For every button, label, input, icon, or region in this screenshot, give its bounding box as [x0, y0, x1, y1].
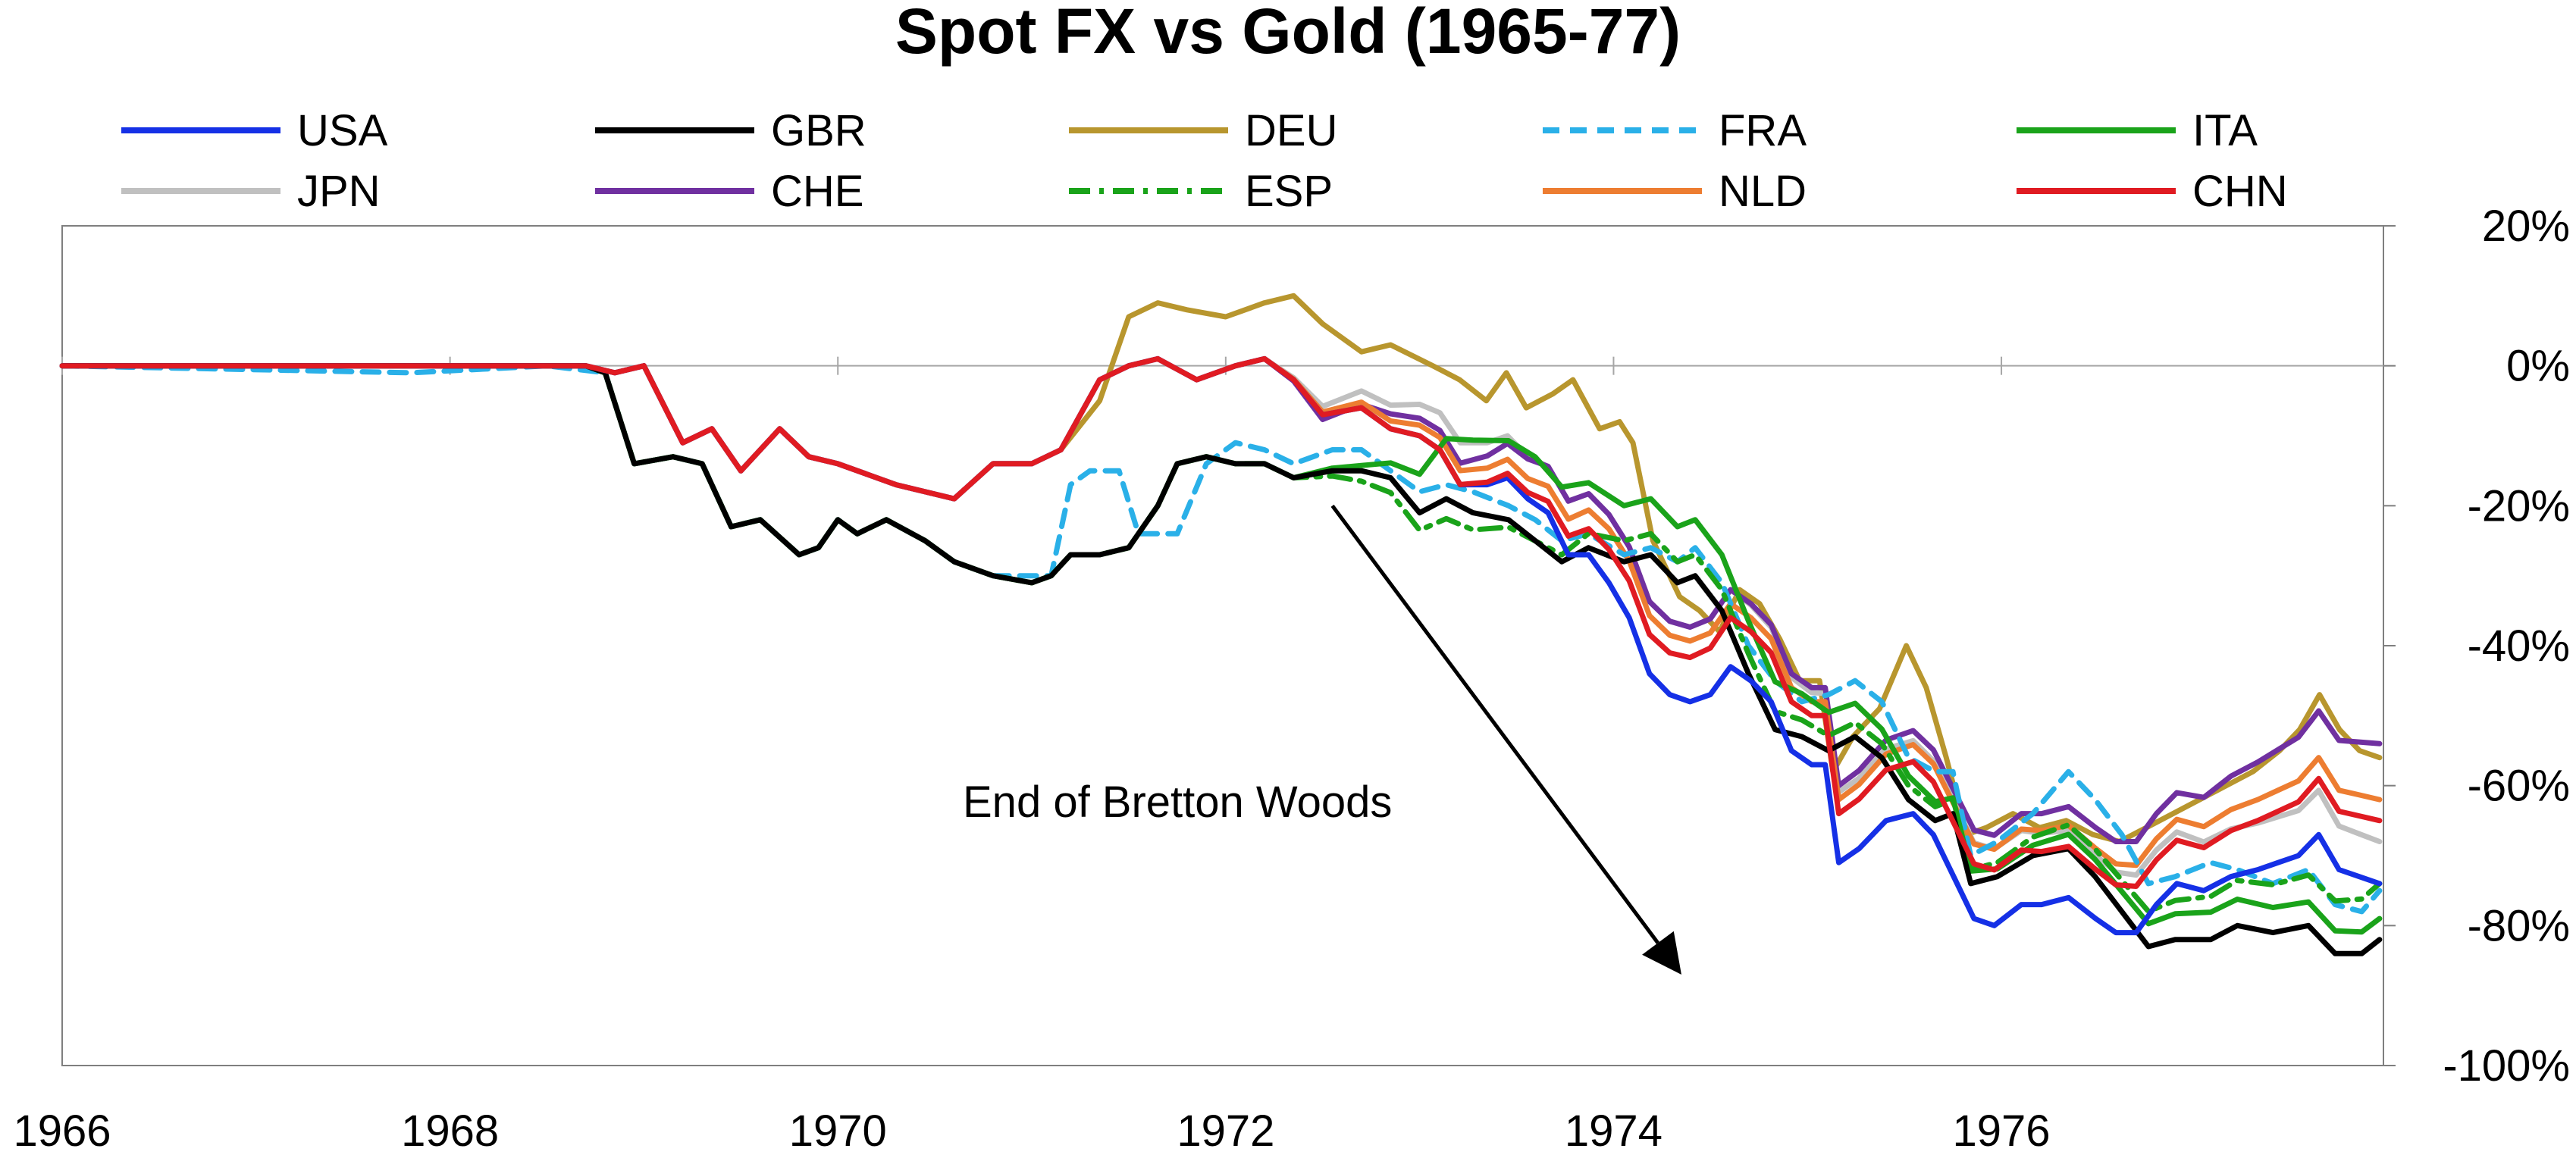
legend-label-usa: USA	[297, 106, 388, 155]
series-line-ita	[59, 363, 2383, 935]
legend-label-che: CHE	[771, 167, 863, 216]
series-line-deu	[59, 293, 2383, 844]
x-tick-label: 1966	[13, 1106, 111, 1156]
series-line-che	[59, 355, 2383, 844]
series-line-chn	[59, 355, 2383, 889]
annotation-text: End of Bretton Woods	[963, 778, 1392, 827]
x-tick-label: 1976	[1953, 1106, 2051, 1156]
y-tick-label: -20%	[2468, 481, 2570, 530]
legend-label-esp: ESP	[1245, 167, 1333, 216]
annotation-arrow	[1330, 504, 1659, 944]
legend-label-gbr: GBR	[771, 106, 867, 155]
x-tick-label: 1968	[401, 1106, 499, 1156]
plot-area-border	[61, 225, 2384, 1066]
y-tick-label: -60%	[2468, 762, 2570, 811]
annotation: End of Bretton Woods	[963, 504, 1681, 975]
y-tick-label: -80%	[2468, 901, 2570, 950]
legend-label-jpn: JPN	[297, 167, 381, 216]
legend-label-deu: DEU	[1245, 106, 1337, 155]
x-tick-label: 1970	[789, 1106, 887, 1156]
annotation-arrowhead	[1642, 931, 1681, 975]
chart-title: Spot FX vs Gold (1965-77)	[895, 0, 1681, 67]
y-tick-label: -40%	[2468, 621, 2570, 671]
y-axis: 20% 0% -20% -40% -60% -80% -100%	[2383, 202, 2570, 1091]
series-layer	[59, 293, 2383, 956]
legend-label-ita: ITA	[2192, 106, 2258, 155]
legend-label-nld: NLD	[1719, 167, 1807, 216]
x-tick-label: 1974	[1565, 1106, 1662, 1156]
legend-label-chn: CHN	[2192, 167, 2288, 216]
y-tick-label: -100%	[2443, 1041, 2570, 1091]
series-line-gbr	[59, 363, 2383, 956]
legend: USA GBR DEU FRA ITA JPN CHE ESP NLD CHN	[121, 106, 2288, 216]
y-tick-label: 0%	[2506, 342, 2570, 391]
legend-label-fra: FRA	[1719, 106, 1807, 155]
y-tick-label: 20%	[2482, 202, 2570, 251]
x-tick-label: 1972	[1177, 1106, 1274, 1156]
x-axis: 1966 1968 1970 1972 1974 1976	[13, 356, 2051, 1156]
